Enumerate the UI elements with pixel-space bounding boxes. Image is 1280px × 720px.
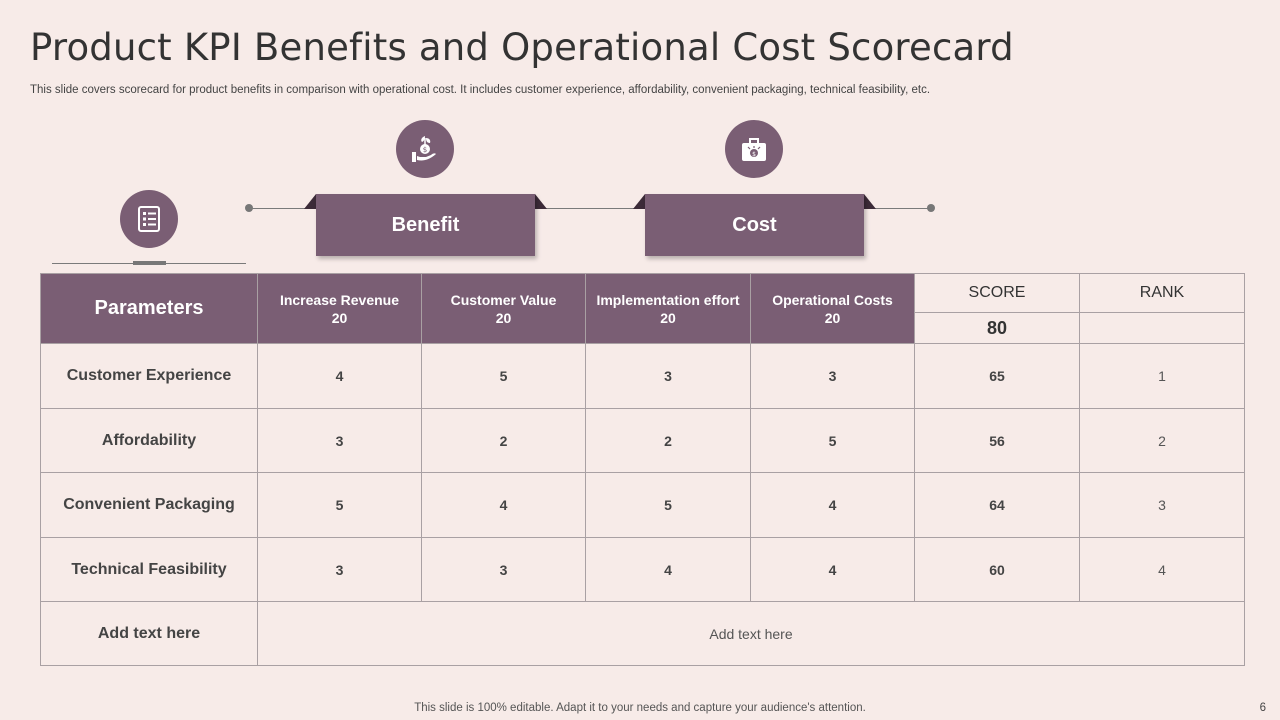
column-weight: 20 <box>331 309 348 326</box>
table-cell: 2 <box>585 408 751 473</box>
rank-header: RANK <box>1079 273 1245 313</box>
table-cell: 3 <box>421 537 586 602</box>
table-row: Affordability 3 2 2 5 56 2 <box>40 408 1245 473</box>
cost-tab-fold-left <box>633 194 645 209</box>
score-header: SCORE <box>914 273 1080 313</box>
benefit-tab-fold-left <box>304 194 316 209</box>
page-title: Product KPI Benefits and Operational Cos… <box>30 26 1014 69</box>
score-cell: 64 <box>914 472 1080 538</box>
notes-text[interactable]: Add text here <box>257 601 1245 666</box>
column-name: Customer Value <box>450 291 557 308</box>
cost-tab-fold-right <box>864 194 876 209</box>
table-cell: 3 <box>257 408 422 473</box>
benefit-tab-fold-right <box>535 194 547 209</box>
connector-line <box>250 208 932 209</box>
column-weight: 20 <box>824 309 841 326</box>
table-cell: 4 <box>257 343 422 409</box>
row-label: Affordability <box>40 408 258 473</box>
table-cell: 3 <box>750 343 915 409</box>
parameters-underline-marker <box>133 261 166 265</box>
table-cell: 5 <box>750 408 915 473</box>
table-cell: 2 <box>421 408 586 473</box>
column-name: Operational Costs <box>772 291 893 308</box>
column-header: Operational Costs 20 <box>750 273 915 344</box>
connector-dot-right <box>927 204 935 212</box>
cost-tab-label: Cost <box>732 213 777 236</box>
parameters-header: Parameters <box>40 273 258 344</box>
rank-cell: 1 <box>1079 343 1245 409</box>
header-row: Parameters Increase Revenue 20 Customer … <box>40 273 1245 344</box>
score-cell: 65 <box>914 343 1080 409</box>
row-label: Technical Feasibility <box>40 537 258 602</box>
page-subtitle: This slide covers scorecard for product … <box>30 84 931 96</box>
column-header: Customer Value 20 <box>421 273 586 344</box>
total-score: 80 <box>914 312 1080 344</box>
rank-cell: 4 <box>1079 537 1245 602</box>
table-cell: 4 <box>750 537 915 602</box>
notes-row: Add text here Add text here <box>40 601 1245 666</box>
table-row: Technical Feasibility 3 3 4 4 60 4 <box>40 537 1245 602</box>
table-cell: 3 <box>585 343 751 409</box>
column-weight: 20 <box>495 309 512 326</box>
table-row: Convenient Packaging 5 4 5 4 64 3 <box>40 472 1245 538</box>
total-row: 80 <box>41 312 1245 344</box>
table-cell: 5 <box>421 343 586 409</box>
table-cell: 4 <box>585 537 751 602</box>
column-name: Implementation effort <box>596 291 740 308</box>
table-cell: 4 <box>750 472 915 538</box>
svg-text:$: $ <box>752 151 756 158</box>
table-cell: 3 <box>257 537 422 602</box>
connector-dot-left <box>245 204 253 212</box>
table-cell: 5 <box>585 472 751 538</box>
benefit-tab-label: Benefit <box>391 213 460 236</box>
svg-text:$: $ <box>423 146 427 154</box>
score-cell: 60 <box>914 537 1080 602</box>
rank-cell: 2 <box>1079 408 1245 473</box>
column-name: Increase Revenue <box>279 291 400 308</box>
row-label: Convenient Packaging <box>40 472 258 538</box>
briefcase-dollar-icon: $ <box>725 120 783 178</box>
checklist-icon <box>120 190 178 248</box>
money-plant-hand-icon: $ <box>396 120 454 178</box>
scorecard-table: Parameters Increase Revenue 20 Customer … <box>40 273 1245 666</box>
score-cell: 56 <box>914 408 1080 473</box>
column-header: Implementation effort 20 <box>585 273 751 344</box>
notes-label[interactable]: Add text here <box>40 601 258 666</box>
table-row: Customer Experience 4 5 3 3 65 1 <box>40 343 1245 409</box>
column-weight: 20 <box>660 309 676 326</box>
table-cell: 5 <box>257 472 422 538</box>
footer-text: This slide is 100% editable. Adapt it to… <box>414 702 866 714</box>
row-label: Customer Experience <box>40 343 258 409</box>
table-cell: 4 <box>421 472 586 538</box>
page-number: 6 <box>1259 702 1266 714</box>
column-header: Increase Revenue 20 <box>257 273 422 344</box>
benefit-tab: Benefit <box>316 194 535 256</box>
total-rank-empty <box>1079 312 1245 344</box>
cost-tab: Cost <box>645 194 864 256</box>
rank-cell: 3 <box>1079 472 1245 538</box>
